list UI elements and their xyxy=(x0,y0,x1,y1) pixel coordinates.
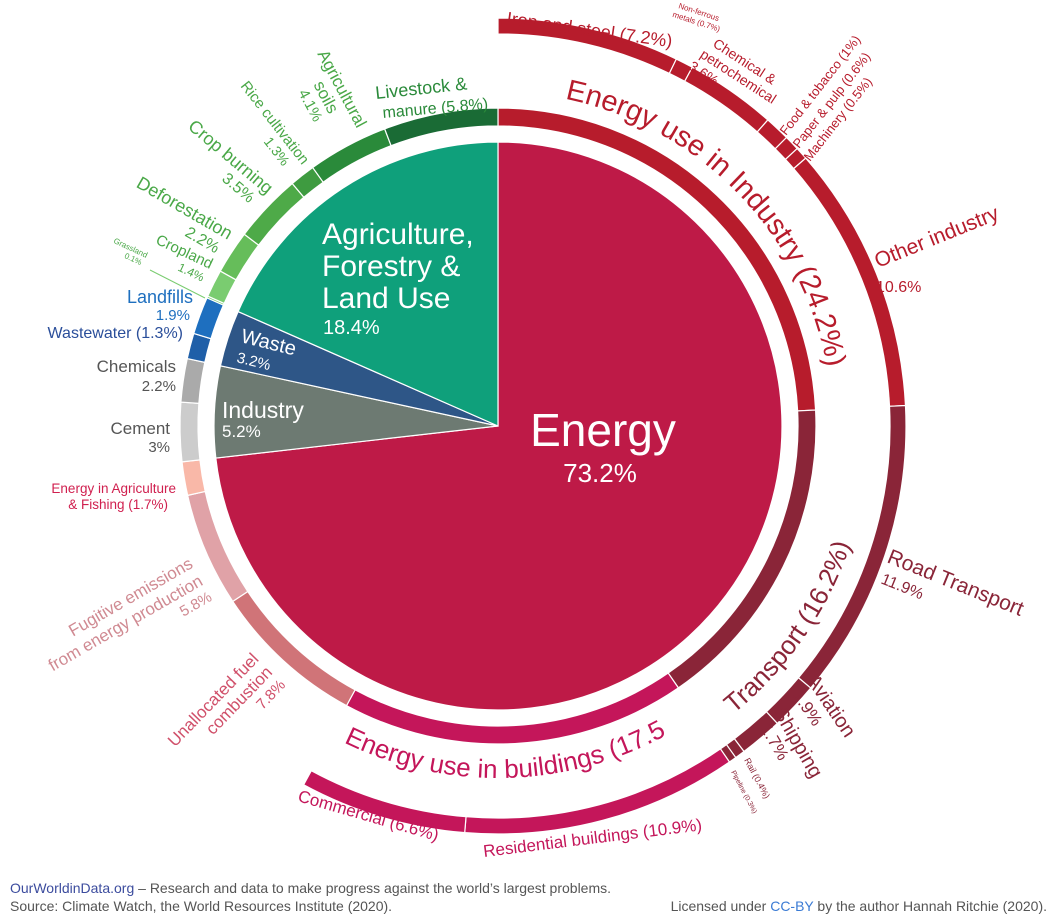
energy-label: Energy xyxy=(530,404,676,456)
landfills-pct: 1.9% xyxy=(156,307,190,324)
ring-livestock-manure xyxy=(383,107,499,147)
other-industry-label: Other industry xyxy=(871,202,1002,273)
landfills-label: Landfills xyxy=(127,287,193,307)
pie-labels: Energy 73.2% Agriculture, Forestry & Lan… xyxy=(222,218,676,488)
afolu-pct: 18.4% xyxy=(323,317,380,339)
cement-pct: 3% xyxy=(148,439,170,456)
industry-pct: 5.2% xyxy=(222,422,261,441)
afolu-label-2: Forestry & xyxy=(322,250,460,283)
wastewater-label: Wastewater (1.3%) xyxy=(48,325,183,342)
nonferrous-label: Non-ferrous metals (0.7%) xyxy=(671,1,721,33)
ring-energy-in-agriculture-fishing xyxy=(181,459,206,497)
slice-agriculture-forestry-land-use xyxy=(237,141,499,427)
industry-label: Industry xyxy=(222,397,304,423)
cement-label: Cement xyxy=(110,419,170,438)
energy-agri-label-2: & Fishing (1.7%) xyxy=(68,497,168,512)
chemicals-pct: 2.2% xyxy=(142,378,176,395)
footer-source: Source: Climate Watch, the World Resourc… xyxy=(10,898,393,914)
slice-energy xyxy=(215,141,783,711)
outer-ring-commercial xyxy=(302,769,467,834)
other-industry-pct: 10.6% xyxy=(876,279,921,296)
ring-landfills xyxy=(193,297,225,340)
license-post: by the author Hannah Ritchie (2020). xyxy=(813,898,1047,914)
energy-pct: 73.2% xyxy=(563,458,637,488)
afolu-label-3: Land Use xyxy=(322,282,450,315)
tagline-text: – Research and data to make progress aga… xyxy=(134,880,612,896)
ring-chemicals xyxy=(180,357,206,405)
cc-by-link[interactable]: CC-BY xyxy=(770,898,814,914)
crop-burning-label: Crop burning 3.5% xyxy=(184,116,277,207)
afolu-label-1: Agriculture, xyxy=(322,218,474,251)
grassland-label: Grassland 0.1% xyxy=(112,236,149,267)
agri-soils-label: Agricultural soils 4.1% xyxy=(295,47,371,131)
unallocated-label: Unallocated fuel combustion 7.8% xyxy=(164,649,289,750)
ring-cement xyxy=(179,401,201,463)
footer-license: Licensed under CC-BY by the author Hanna… xyxy=(671,898,1047,914)
footer-tagline: OurWorldinData.org – Research and data t… xyxy=(10,880,611,896)
fugitive-label: Fugitive emissions from energy productio… xyxy=(45,554,215,675)
grassland-leader-line xyxy=(149,269,206,299)
sunburst-arcs xyxy=(179,17,907,835)
license-pre: Licensed under xyxy=(670,898,771,914)
energy-agri-label-1: Energy in Agriculture xyxy=(51,481,176,496)
chemicals-label: Chemicals xyxy=(97,357,176,376)
owid-link[interactable]: OurWorldinData.org xyxy=(10,880,135,896)
